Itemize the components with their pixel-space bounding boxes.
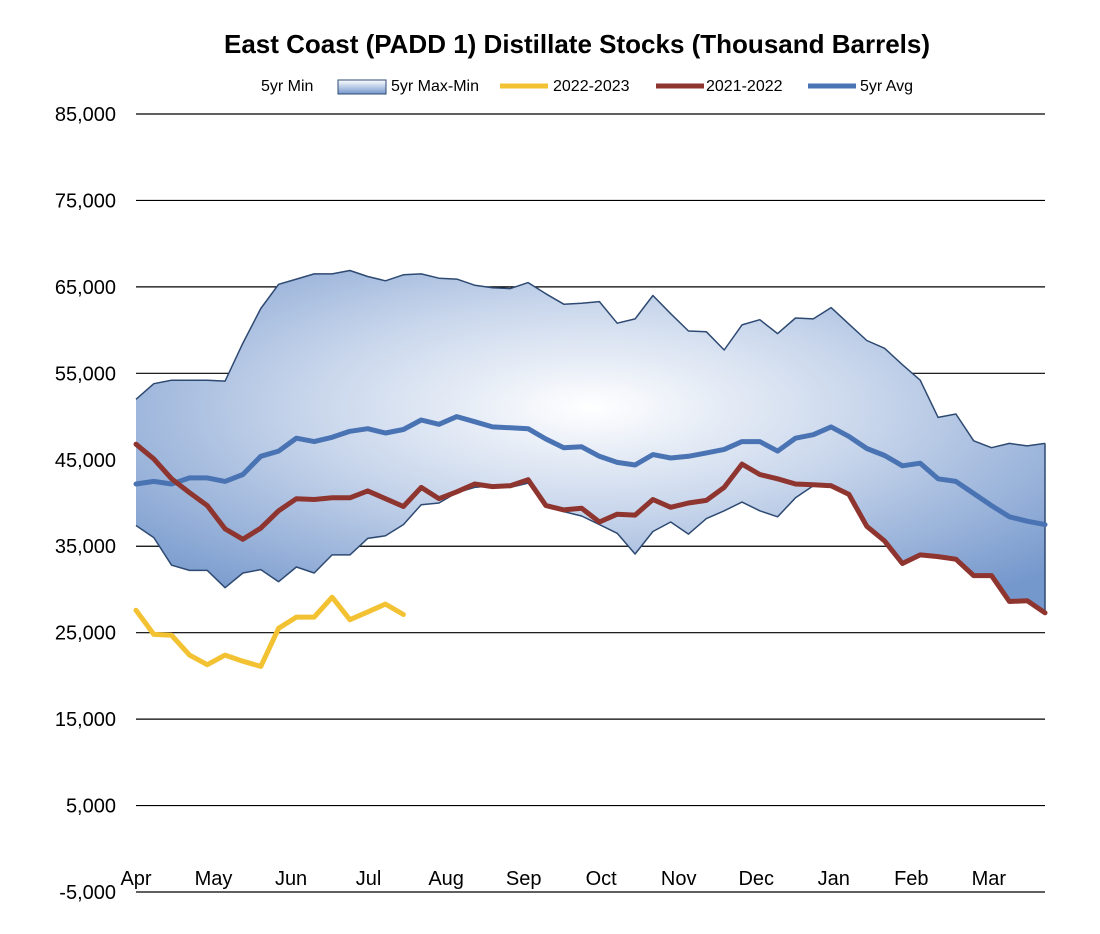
range-band-layer: [135, 269, 1046, 614]
legend-label-2021-2022: 2021-2022: [706, 78, 783, 95]
series-line-2022-2023: [133, 594, 406, 669]
y-tick-label: 85,000: [55, 104, 116, 126]
y-tick-label: -5,000: [59, 882, 116, 904]
y-tick-label: 55,000: [55, 363, 116, 385]
y-tick-label: 25,000: [55, 623, 116, 645]
series-line-2021-2022: [133, 441, 1048, 616]
y-tick-label: 15,000: [55, 709, 116, 731]
x-tick-label: Jul: [356, 868, 382, 890]
x-tick-label: Aug: [428, 868, 464, 890]
x-tick-label: Feb: [894, 868, 928, 890]
x-tick-label: Nov: [661, 868, 697, 890]
x-axis-ticks: Apr May Jun Jul Aug Sep Oct Nov Dec Jan Feb Mar: [120, 868, 1006, 890]
y-tick-label: 65,000: [55, 277, 116, 299]
y-tick-label: 5,000: [66, 796, 116, 818]
x-tick-label: Apr: [120, 868, 151, 890]
y-tick-label: 35,000: [55, 536, 116, 558]
x-tick-label: Dec: [738, 868, 774, 890]
x-tick-label: May: [195, 868, 233, 890]
range-band: [136, 270, 1045, 613]
chart-title: East Coast (PADD 1) Distillate Stocks (T…: [224, 29, 930, 59]
series-layer: [133, 414, 1048, 669]
legend-label-5yr-min: 5yr Min: [261, 78, 313, 95]
legend-label-5yr-max-min: 5yr Max-Min: [391, 78, 479, 95]
series-line-5yr-avg: [133, 414, 1048, 528]
x-tick-label: Mar: [972, 868, 1007, 890]
x-tick-label: Oct: [586, 868, 618, 890]
legend-label-5yr-avg: 5yr Avg: [860, 78, 913, 95]
y-axis-ticks: 85,000 75,000 65,000 55,000 45,000 35,000 25,0…: [55, 104, 116, 904]
x-tick-label: Jun: [275, 868, 307, 890]
legend-label-2022-2023: 2022-2023: [553, 78, 630, 95]
y-tick-label: 75,000: [55, 190, 116, 212]
y-tick-label: 45,000: [55, 450, 116, 472]
series-line-5yr-max: [135, 269, 1046, 449]
x-tick-label: Jan: [818, 868, 850, 890]
x-tick-label: Sep: [506, 868, 542, 890]
legend-swatch-5yr-max-min: [337, 79, 387, 95]
legend: 5yr Min 5yr Max-Min 2022-2023 2021-2022 …: [261, 78, 913, 95]
